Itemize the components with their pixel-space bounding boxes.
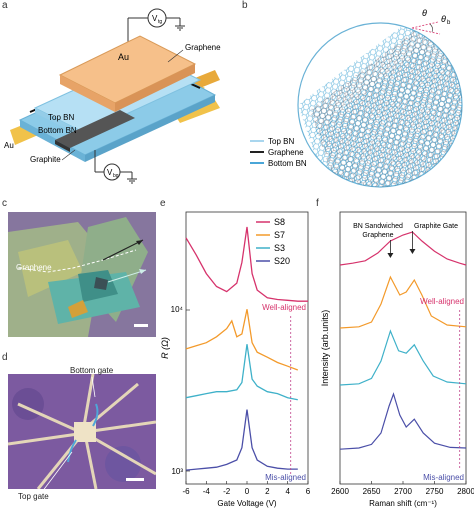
- y-tick-label: 10³: [171, 467, 183, 476]
- panel-label-f: f: [316, 198, 319, 209]
- x-tick-label: 2: [265, 487, 270, 496]
- graphene-photo-label: Graphene: [16, 263, 52, 272]
- series-line-S20: [185, 409, 298, 471]
- arrow-head: [387, 253, 394, 258]
- panel-label-a: a: [2, 0, 8, 11]
- y-axis-label: Intensity (arb.units): [320, 310, 330, 387]
- vbg-sub: bg: [113, 173, 119, 179]
- legend-bottom-bn: Bottom BN: [268, 159, 307, 168]
- x-tick-label: 2700: [394, 487, 412, 496]
- series-line-S8: [185, 226, 308, 302]
- legend-graphene: Graphene: [268, 148, 304, 157]
- plot-frame: [339, 211, 467, 485]
- panel-d: d Bottom gate Top gate: [0, 352, 160, 515]
- x-tick-label: -4: [203, 487, 211, 496]
- series-line-S7: [185, 309, 299, 371]
- annotation-mis-aligned: Mis-aligned: [265, 473, 306, 482]
- chart-f: 2600 2650 2700 2750 2800 Raman shift (cm⁻¹) In…: [320, 211, 474, 508]
- x-tick-label: -6: [182, 487, 190, 496]
- moire-illustration: θ θ b Top BN Graphene Bottom BN: [250, 8, 463, 188]
- optical-image-d: [8, 374, 156, 489]
- legend-label-S3: S3: [274, 243, 285, 253]
- optical-image-c: Graphene: [8, 212, 156, 337]
- legend-top-bn: Top BN: [268, 137, 294, 146]
- bottom-gate-label: Bottom gate: [70, 366, 114, 375]
- annotation-bn-sandwiched-2: Graphene: [362, 232, 393, 239]
- annotation-mis-aligned: Mis-aligned: [423, 473, 464, 482]
- top-gate-label: Top gate: [18, 492, 49, 501]
- panel-e: e -6 -4 -2 0 2 4 6 10⁴ 10³ Gate Voltage (V) R (Ω) S…: [158, 198, 314, 515]
- x-tick-label: 0: [245, 487, 250, 496]
- raman-series-0: [339, 231, 467, 266]
- vtg-sub: tg: [158, 19, 162, 25]
- vbg-label: V: [107, 168, 113, 177]
- vtg-label: V: [152, 14, 158, 23]
- graphite-label: Graphite: [30, 155, 61, 164]
- top-bn-label: Top BN: [48, 113, 74, 122]
- panel-label-e: e: [160, 198, 166, 209]
- au-left-label: Au: [4, 141, 14, 150]
- y-tick-label: 10⁴: [171, 305, 184, 314]
- theta-b-label: θ: [441, 14, 446, 24]
- chart-e: -6 -4 -2 0 2 4 6 10⁴ 10³ Gate Voltage (V) R (Ω) S8 S…: [160, 211, 311, 508]
- x-tick-label: 4: [285, 487, 290, 496]
- panel-label-b: b: [242, 0, 248, 11]
- theta-label: θ: [422, 8, 427, 18]
- x-tick-label: 2800: [457, 487, 474, 496]
- annotation-graphite-gate: Graphite Gate: [414, 223, 458, 230]
- x-tick-label: 2600: [331, 487, 349, 496]
- x-tick-label: 2650: [363, 487, 381, 496]
- raman-series-1: [339, 275, 467, 329]
- graphene-label: Graphene: [185, 43, 221, 52]
- raman-series-2: [339, 329, 467, 386]
- legend-label-S20: S20: [274, 256, 290, 266]
- legend-label-S8: S8: [274, 217, 285, 227]
- au-top-label: Au: [118, 52, 129, 62]
- bottom-bn-label: Bottom BN: [38, 126, 77, 135]
- annotation-bn-sandwiched: BN Sandwiched: [353, 223, 403, 230]
- panel-a: a V tg: [0, 0, 240, 190]
- panel-f: f 2600 2650 2700 2750 2800 Raman shift (cm⁻¹)…: [314, 198, 474, 515]
- annotation-well-aligned: Well-aligned: [420, 297, 464, 306]
- panel-label-c: c: [2, 198, 7, 209]
- x-axis-label: Gate Voltage (V): [217, 499, 276, 508]
- panel-b: b θ θ b Top BN Graphene Bottom BN: [240, 0, 474, 190]
- theta-b-sub: b: [447, 20, 451, 26]
- panel-c: c Graphene: [0, 198, 160, 343]
- x-tick-label: 2750: [426, 487, 444, 496]
- annotation-well-aligned: Well-aligned: [262, 303, 306, 312]
- panel-label-d: d: [2, 352, 8, 363]
- x-tick-label: -2: [223, 487, 231, 496]
- legend-label-S7: S7: [274, 230, 285, 240]
- x-tick-label: 6: [306, 487, 311, 496]
- x-axis-label: Raman shift (cm⁻¹): [369, 499, 437, 508]
- raman-series-3: [339, 392, 467, 450]
- y-axis-label: R (Ω): [160, 337, 170, 359]
- arrow-head: [409, 249, 416, 254]
- series-line-S3: [185, 344, 298, 401]
- device-schematic: V tg V bg Au Graphene: [4, 8, 221, 184]
